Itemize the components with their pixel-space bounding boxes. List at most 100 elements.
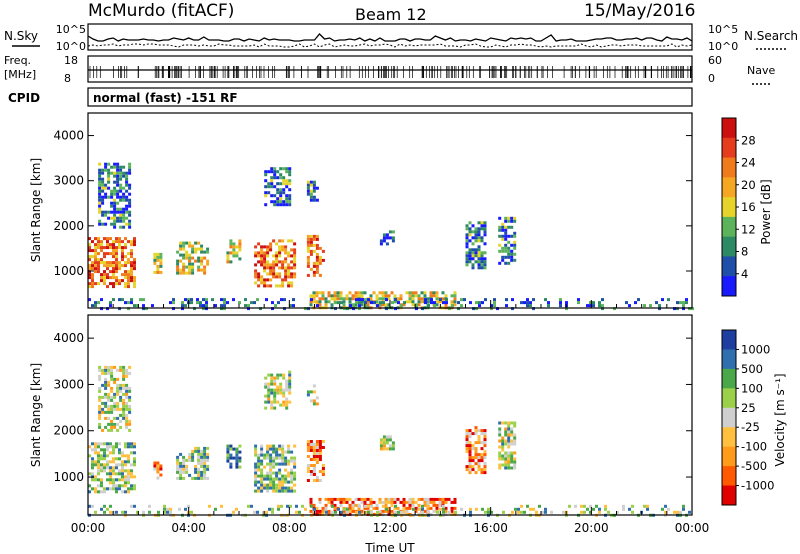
echo-cell (205, 304, 208, 308)
echo-cell (133, 258, 136, 262)
echo-cell (477, 230, 481, 234)
echo-cell (269, 486, 273, 490)
echo-cell (498, 427, 502, 431)
echo-cell (91, 255, 94, 259)
echo-cell (284, 266, 288, 270)
echo-cell (91, 478, 94, 482)
echo-cell (128, 213, 132, 217)
echo-cell (127, 481, 130, 485)
echo-cell (293, 263, 297, 267)
echo-cell (315, 246, 319, 250)
echo-cell (206, 467, 210, 471)
echo-cell (276, 197, 280, 201)
echo-cell (400, 304, 403, 308)
echo-cell (269, 266, 273, 270)
echo-cell (318, 246, 322, 250)
echo-cell (282, 188, 286, 192)
echo-cell (423, 509, 427, 513)
echo-cell (507, 466, 511, 470)
echo-cell (115, 510, 118, 514)
echo-cell (275, 486, 279, 490)
echo-cell (181, 307, 184, 311)
echo-cell (97, 258, 100, 262)
echo-cell (118, 307, 121, 311)
echo-cell (526, 301, 529, 305)
echo-cell (119, 186, 123, 190)
echo-cell (97, 454, 100, 458)
echo-cell (340, 301, 343, 305)
echo-cell (118, 282, 121, 286)
echo-cell (172, 301, 175, 305)
echo-cell (304, 507, 307, 511)
echo-cell (513, 246, 517, 250)
echo-cell (387, 303, 391, 307)
echo-cell (113, 210, 117, 214)
echo-cell (426, 497, 430, 501)
echo-cell (436, 510, 439, 514)
echo-cell (247, 304, 250, 308)
echo-cell (430, 298, 433, 302)
echo-cell (465, 239, 469, 243)
echo-cell (465, 257, 469, 261)
echo-cell (119, 174, 123, 178)
echo-cell (191, 455, 195, 459)
colorbar-tick-label: 500 (741, 362, 763, 376)
echo-cell (281, 480, 285, 484)
echo-cell (110, 425, 114, 429)
echo-cell (115, 249, 118, 253)
echo-cell (471, 224, 475, 228)
echo-cell (188, 473, 192, 477)
echo-cell (153, 252, 157, 256)
echo-cell (498, 421, 502, 425)
echo-cell (98, 177, 102, 181)
echo-cell (159, 255, 163, 259)
echo-cell (202, 298, 205, 302)
echo-cell (125, 401, 129, 405)
echo-cell (118, 451, 121, 455)
echo-cell (281, 477, 285, 481)
echo-cell (273, 400, 277, 404)
colorbar-tick-label: -500 (741, 459, 767, 473)
echo-cell (113, 407, 117, 411)
echo-cell (382, 239, 386, 243)
echo-cell (278, 275, 282, 279)
echo-cell (107, 186, 111, 190)
echo-cell (411, 497, 415, 501)
echo-cell (257, 242, 261, 246)
echo-cell (118, 448, 121, 452)
colorbar-segment (722, 256, 736, 277)
echo-cell (309, 399, 313, 403)
echo-cell (306, 455, 310, 458)
echo-cell (91, 304, 94, 308)
echo-cell (260, 275, 264, 279)
echo-cell (337, 507, 340, 511)
echo-cell (157, 510, 160, 514)
echo-cell (203, 461, 207, 465)
echo-cell (288, 200, 292, 204)
echo-cell (278, 456, 282, 460)
echo-cell (270, 400, 274, 404)
echo-cell (106, 273, 109, 277)
x-tick-label: 12:00 (373, 521, 408, 535)
echo-cell (110, 389, 114, 393)
echo-cell (351, 503, 355, 507)
echo-cell (94, 463, 97, 467)
echo-cell (496, 307, 499, 311)
echo-cell (200, 268, 204, 272)
echo-cell (98, 189, 102, 193)
echo-cell (166, 507, 169, 511)
echo-cell (94, 282, 97, 286)
echo-cell (125, 210, 129, 214)
echo-cell (372, 500, 376, 504)
echo-cell (109, 510, 112, 514)
echo-cell (97, 472, 100, 476)
echo-cell (266, 474, 270, 478)
echo-cell (381, 294, 385, 298)
echo-cell (364, 504, 367, 508)
echo-cell (340, 510, 343, 514)
echo-cell (378, 497, 382, 501)
echo-cell (290, 486, 294, 490)
power-colorbar-label: Power [dB] (759, 179, 773, 244)
echo-cell (145, 307, 148, 311)
echo-cell (112, 261, 115, 265)
